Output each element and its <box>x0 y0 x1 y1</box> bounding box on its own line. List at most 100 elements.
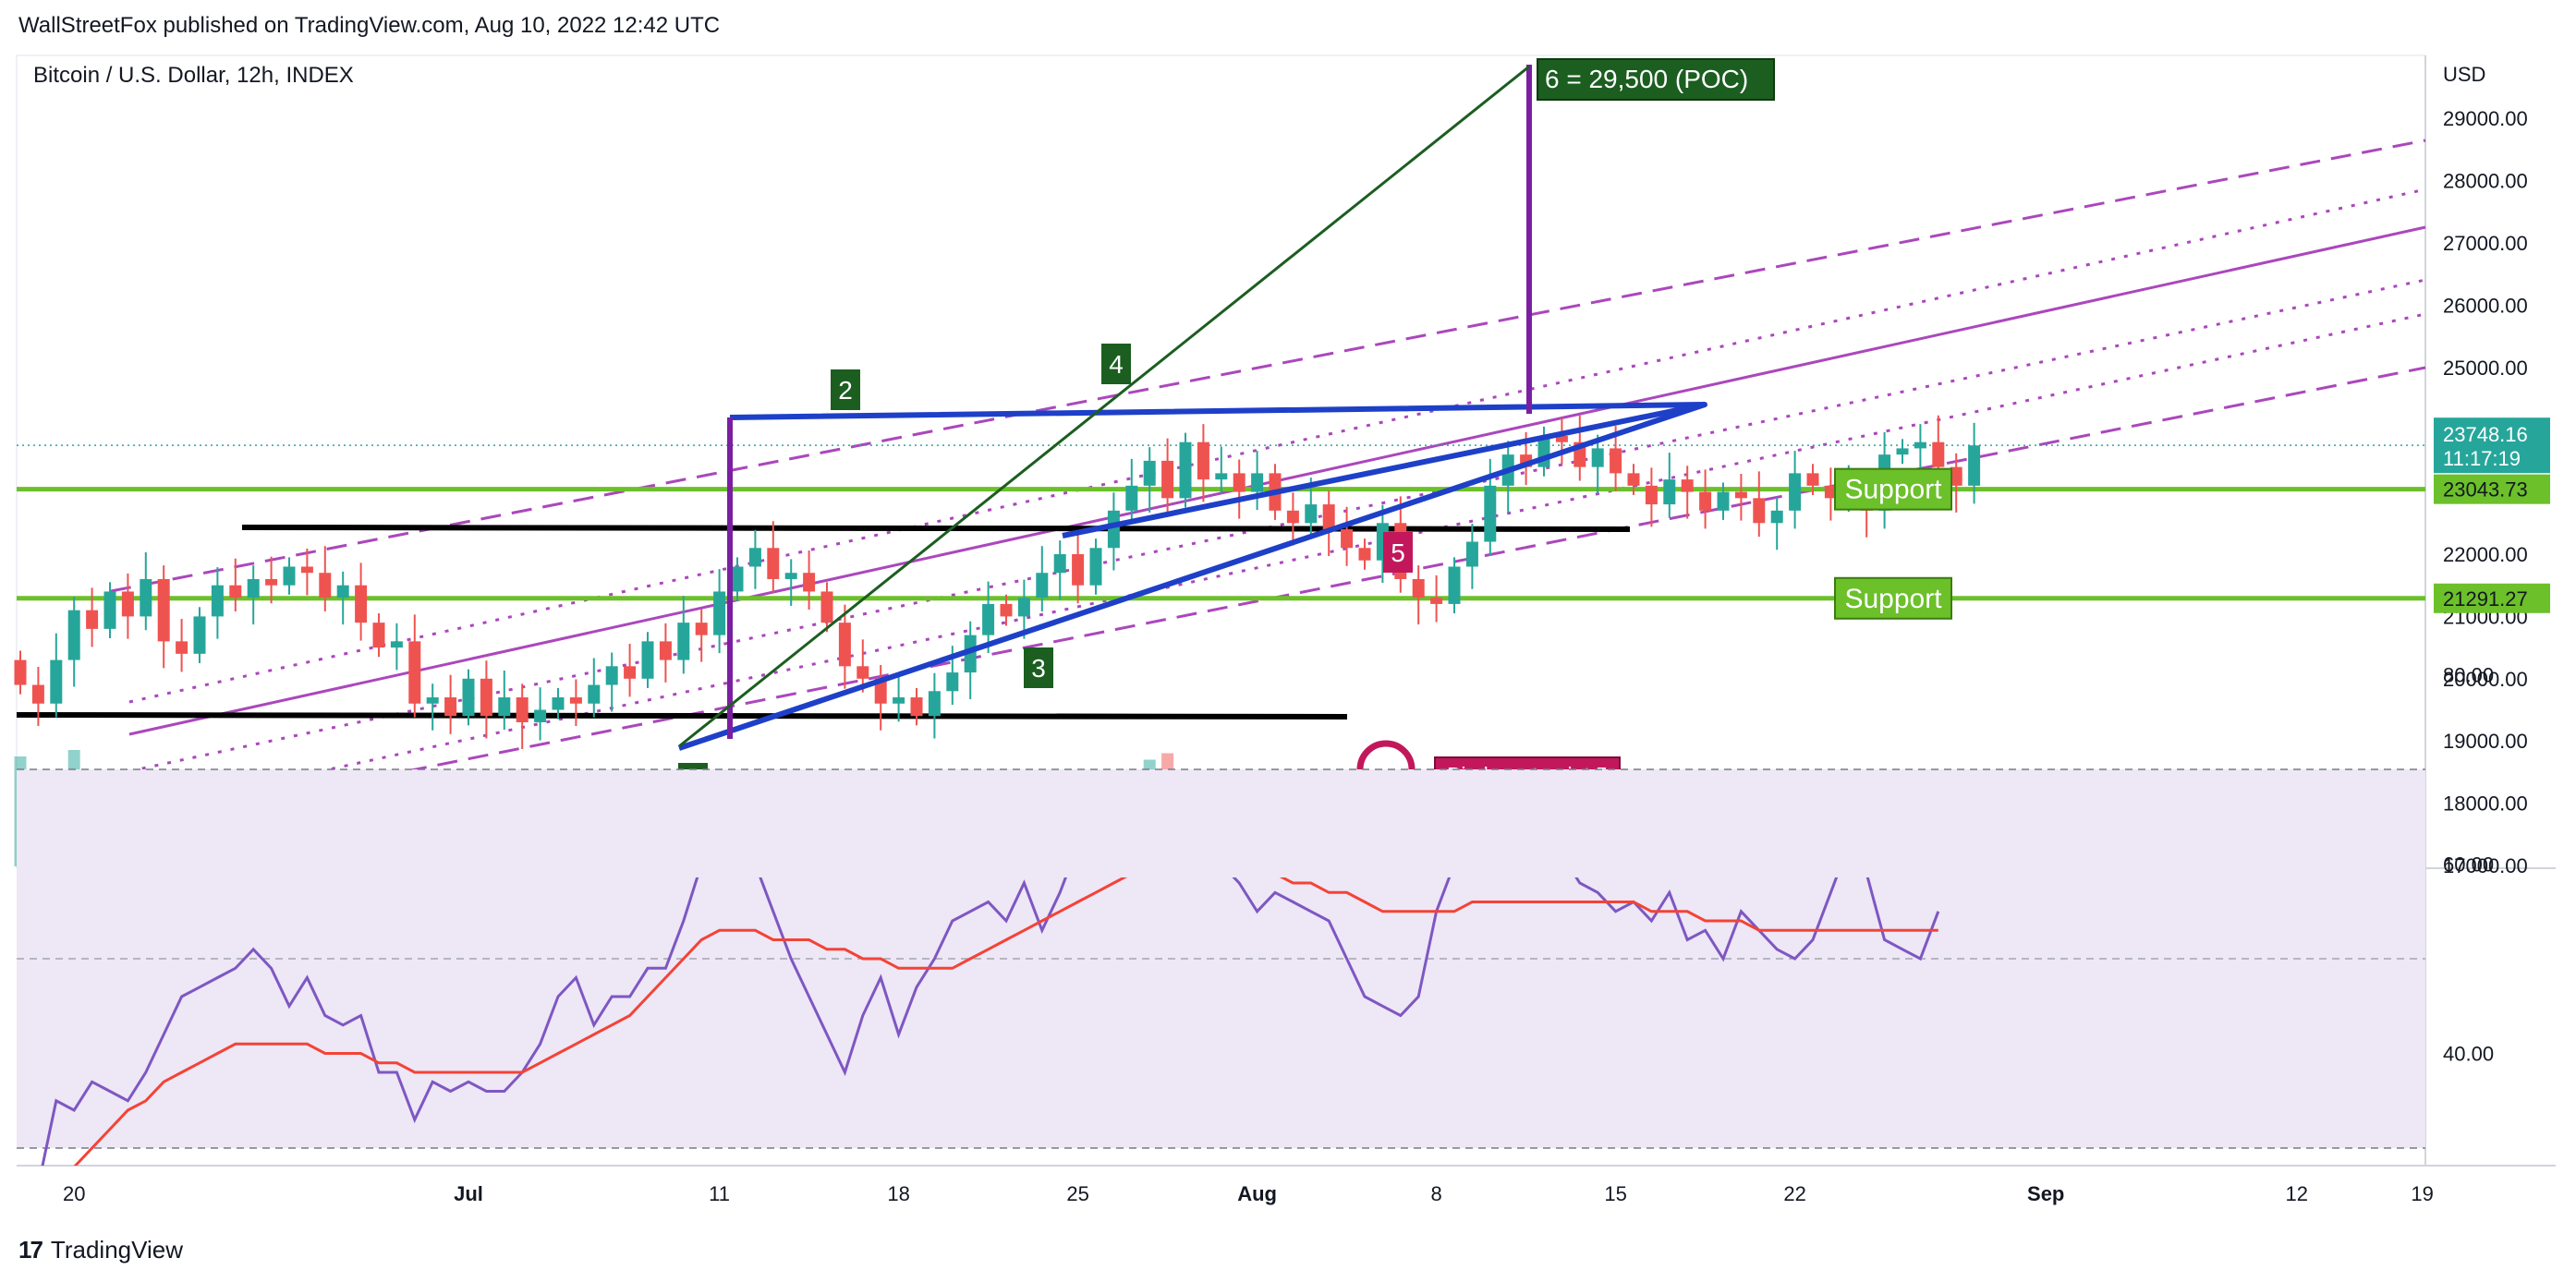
candle-body <box>444 697 457 717</box>
price-tick-label: 22000.00 <box>2443 543 2528 566</box>
candle-body <box>748 548 761 567</box>
candle-body <box>1125 485 1138 511</box>
candle-body <box>838 623 851 667</box>
channel-line <box>128 312 2426 815</box>
candle-body <box>1179 441 1192 499</box>
candle-body <box>247 578 260 599</box>
candle-body <box>803 573 816 592</box>
candle-body <box>462 678 475 717</box>
candle-body <box>1305 504 1318 524</box>
candle-body <box>767 548 780 579</box>
rsi-line <box>41 877 1940 1166</box>
wave-label: 4 <box>1109 350 1124 379</box>
candle-body <box>1914 441 1926 449</box>
candle-body <box>336 585 349 599</box>
candle-body <box>1053 554 1066 574</box>
candle-body <box>695 623 708 635</box>
rsi-tick-label: 80.00 <box>2443 664 2494 687</box>
countdown-label: 11:17:19 <box>2443 447 2521 470</box>
candle-body <box>1358 548 1371 561</box>
candle-body <box>1000 603 1013 617</box>
price-tick-label: 20000.00 <box>2443 668 2528 691</box>
channel-line <box>110 139 2426 593</box>
time-tick-label: Jul <box>454 1182 483 1205</box>
candle-body <box>1681 479 1694 492</box>
symbol-title[interactable]: Bitcoin / U.S. Dollar, 12h, INDEX <box>33 63 354 88</box>
currency-label: USD <box>2443 63 2485 86</box>
candle-body <box>1412 578 1425 599</box>
candle-body <box>641 641 654 679</box>
brand[interactable]: 17 TradingView <box>18 1236 183 1264</box>
candle-body <box>552 697 565 710</box>
candle-body <box>1465 541 1478 567</box>
wave-label-box <box>831 369 860 410</box>
support-price-label: 23043.73 <box>2443 478 2528 502</box>
candle-body <box>1072 554 1085 586</box>
support-label: Support <box>1844 475 1942 505</box>
time-tick-label: 19 <box>2411 1182 2433 1205</box>
candle-body <box>193 616 206 654</box>
trend-line-blue <box>678 402 1706 751</box>
time-tick-label: Aug <box>1237 1182 1277 1205</box>
candle-body <box>1430 598 1443 604</box>
candle-body <box>1448 566 1461 604</box>
candle-body <box>820 591 833 623</box>
candle-body <box>1806 473 1819 486</box>
candle-body <box>265 578 278 586</box>
candle-body <box>928 691 941 717</box>
candle-body <box>67 610 80 660</box>
wave-label-box <box>1383 532 1413 573</box>
candle-body <box>1627 473 1640 486</box>
candle-body <box>355 585 368 623</box>
support-label: Support <box>1844 584 1942 614</box>
channel-line <box>128 278 2426 773</box>
support-label-box <box>1834 576 1952 620</box>
wave-label-box <box>1024 647 1053 688</box>
price-tick-label: 17000.00 <box>2443 854 2528 877</box>
candle-body <box>910 697 923 717</box>
price-tick-label: 29000.00 <box>2443 107 2528 130</box>
candle-body <box>283 566 296 586</box>
candle-body <box>1591 448 1604 467</box>
candle-body <box>211 585 224 617</box>
publisher-caption: WallStreetFox published on TradingView.c… <box>18 13 721 38</box>
candle-body <box>1017 598 1030 617</box>
candle-body <box>1734 491 1747 499</box>
candle-body <box>14 659 27 685</box>
candle-body <box>319 573 332 599</box>
candle-body <box>498 697 511 717</box>
wave-label: 5 <box>1391 538 1405 567</box>
resistance-level-line <box>16 712 1348 720</box>
candle-body <box>659 641 672 660</box>
candle-body <box>982 603 995 635</box>
candle-body <box>1286 510 1299 524</box>
candle-body <box>1107 510 1120 549</box>
candle-body <box>569 697 582 704</box>
rsi-tick-label: 60.00 <box>2443 853 2494 877</box>
candle-body <box>1770 510 1783 524</box>
support-label-box <box>1834 467 1952 511</box>
candle-body <box>408 641 421 704</box>
candle-body <box>1645 485 1658 505</box>
time-tick-label: 22 <box>1783 1182 1805 1205</box>
projection-line <box>678 65 1530 748</box>
candle-body <box>874 678 887 704</box>
candle-body <box>1555 435 1568 442</box>
price-tick-label: 25000.00 <box>2443 357 2528 380</box>
wave-label: 3 <box>1031 654 1046 683</box>
support-price-badge <box>2434 474 2550 504</box>
candle-body <box>1663 479 1676 505</box>
candle-body <box>1896 448 1909 455</box>
time-tick-label: 15 <box>1604 1182 1626 1205</box>
candle-body <box>893 697 905 704</box>
time-tick-label: Sep <box>2027 1182 2064 1205</box>
current-price-badge <box>2434 417 2550 474</box>
candle-body <box>103 591 116 629</box>
time-tick-label: 11 <box>709 1182 730 1205</box>
price-tick-label: 19000.00 <box>2443 730 2528 753</box>
candle-body <box>588 684 601 704</box>
candle-body <box>1143 460 1156 486</box>
candle-body <box>300 566 313 574</box>
